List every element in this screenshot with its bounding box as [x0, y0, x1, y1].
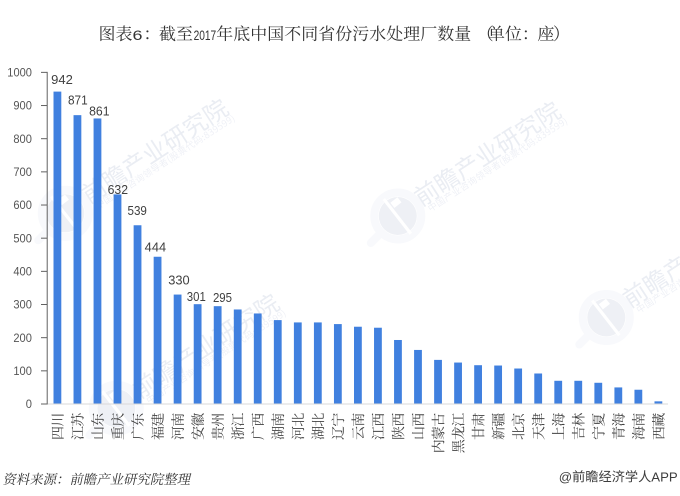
svg-text:6: 6 [133, 27, 143, 43]
svg-text:200: 200 [13, 333, 32, 345]
svg-text:861: 861 [89, 104, 109, 118]
svg-text:301: 301 [187, 290, 206, 304]
svg-text:700: 700 [13, 167, 32, 179]
svg-text:1000: 1000 [7, 67, 32, 79]
svg-text:800: 800 [13, 134, 32, 146]
svg-text:100: 100 [13, 366, 32, 378]
svg-text:539: 539 [128, 204, 147, 218]
svg-text:0: 0 [26, 399, 32, 411]
svg-text:APP: APP [651, 469, 678, 484]
svg-text:330: 330 [168, 273, 189, 287]
svg-text:871: 871 [68, 93, 88, 107]
svg-text:2017: 2017 [194, 27, 217, 43]
svg-text:500: 500 [13, 233, 32, 245]
svg-text:444: 444 [145, 241, 166, 255]
svg-text:632: 632 [108, 183, 128, 197]
svg-text:942: 942 [51, 73, 73, 87]
svg-text:300: 300 [13, 300, 32, 312]
svg-text:295: 295 [213, 291, 232, 305]
svg-text:900: 900 [13, 101, 32, 113]
svg-text:600: 600 [13, 200, 32, 212]
svg-text:@: @ [559, 469, 572, 484]
svg-text:400: 400 [13, 266, 32, 278]
